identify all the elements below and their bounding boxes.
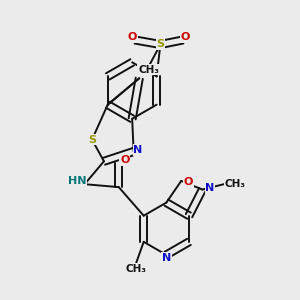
Text: O: O — [120, 155, 129, 165]
Text: CH₃: CH₃ — [126, 264, 147, 274]
Text: S: S — [156, 40, 164, 50]
Text: N: N — [205, 183, 214, 193]
Text: N: N — [134, 145, 143, 155]
Text: S: S — [88, 135, 96, 145]
Text: O: O — [128, 32, 137, 42]
Text: CH₃: CH₃ — [225, 178, 246, 189]
Text: O: O — [184, 177, 193, 188]
Text: N: N — [162, 253, 171, 263]
Text: CH₃: CH₃ — [138, 65, 159, 75]
Text: HN: HN — [68, 176, 86, 186]
Text: O: O — [181, 32, 190, 42]
